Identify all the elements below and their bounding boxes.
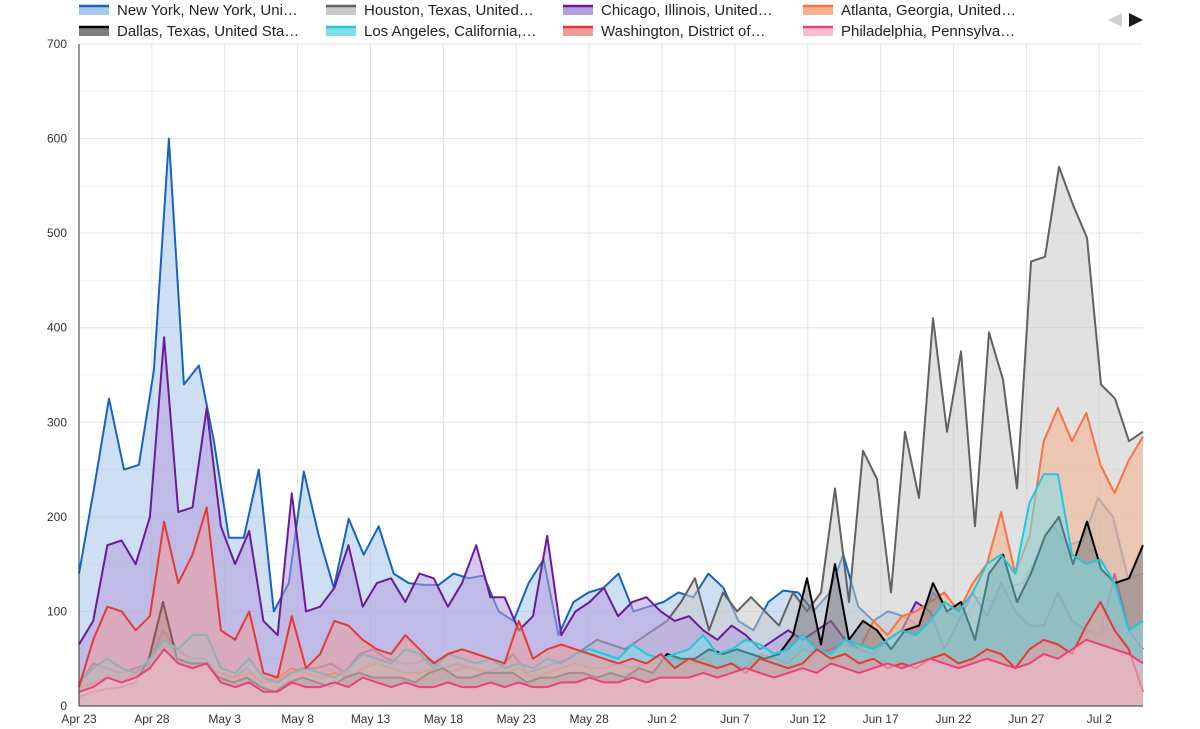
legend-label: Dallas, Texas, United Sta… <box>117 23 299 40</box>
legend-item[interactable]: Chicago, Illinois, United… <box>563 2 773 19</box>
x-tick-label: May 13 <box>351 712 391 726</box>
legend-item[interactable]: Atlanta, Georgia, United… <box>803 2 1016 19</box>
x-tick-label: Jun 17 <box>863 712 899 726</box>
triangle-left-icon[interactable] <box>1108 13 1122 27</box>
legend-swatch <box>563 6 593 15</box>
x-tick-label: May 28 <box>569 712 609 726</box>
series-area-1 <box>79 166 1143 706</box>
legend-label: Philadelphia, Pennsylva… <box>841 23 1015 40</box>
legend-item[interactable]: Los Angeles, California,… <box>326 23 537 40</box>
series-line-6 <box>78 506 1144 693</box>
x-tick-label: Jul 2 <box>1087 712 1113 726</box>
series-line-7 <box>78 638 1144 693</box>
x-tick-label: Jun 7 <box>720 712 750 726</box>
triangle-right-icon[interactable] <box>1129 13 1143 27</box>
legend-pager[interactable] <box>1108 13 1143 27</box>
legend-swatch <box>79 6 109 15</box>
x-tick-label: May 3 <box>208 712 241 726</box>
x-tick-label: May 18 <box>424 712 464 726</box>
legend-swatch <box>803 27 833 36</box>
legend-label: Los Angeles, California,… <box>364 23 537 40</box>
x-tick-label: May 8 <box>281 712 314 726</box>
y-tick-label: 700 <box>47 37 67 51</box>
x-tick-label: May 23 <box>497 712 537 726</box>
legend-swatch <box>803 6 833 15</box>
legend-item[interactable]: Washington, District of… <box>563 23 766 40</box>
series-area-7 <box>79 639 1143 706</box>
legend-swatch <box>326 27 356 36</box>
legend-label: New York, New York, Uni… <box>117 2 298 19</box>
y-tick-label: 200 <box>47 510 67 524</box>
legend-swatch <box>79 27 109 36</box>
legend-item[interactable]: New York, New York, Uni… <box>79 2 298 19</box>
axes: 0 100 200 300 400 500 600 700 Apr 23 Apr 28 May 3 M… <box>47 37 1143 726</box>
series-areas <box>78 137 1144 707</box>
legend-item[interactable]: Dallas, Texas, United Sta… <box>79 23 299 40</box>
legend-label: Washington, District of… <box>601 23 766 40</box>
legend-swatch <box>563 27 593 36</box>
legend[interactable]: New York, New York, Uni… Houston, Texas, … <box>79 2 1016 40</box>
legend-label: Atlanta, Georgia, United… <box>841 2 1016 19</box>
y-tick-label: 400 <box>47 321 67 335</box>
y-tick-label: 100 <box>47 604 67 618</box>
legend-label: Houston, Texas, United… <box>364 2 534 19</box>
legend-label: Chicago, Illinois, United… <box>601 2 773 19</box>
y-tick-label: 600 <box>47 132 67 146</box>
x-tick-label: Apr 28 <box>134 712 170 726</box>
y-tick-label: 500 <box>47 226 67 240</box>
x-tick-label: Apr 23 <box>61 712 97 726</box>
x-tick-label: Jun 27 <box>1008 712 1044 726</box>
x-tick-label: Jun 2 <box>647 712 677 726</box>
series-area-2 <box>79 337 1143 706</box>
x-tick-label: Jun 12 <box>790 712 826 726</box>
series-area-6 <box>79 507 1143 706</box>
x-tick-label: Jun 22 <box>936 712 972 726</box>
legend-swatch <box>326 6 356 15</box>
y-tick-label: 300 <box>47 415 67 429</box>
y-tick-label: 0 <box>60 699 67 713</box>
legend-item[interactable]: Philadelphia, Pennsylva… <box>803 23 1015 40</box>
legend-item[interactable]: Houston, Texas, United… <box>326 2 534 19</box>
